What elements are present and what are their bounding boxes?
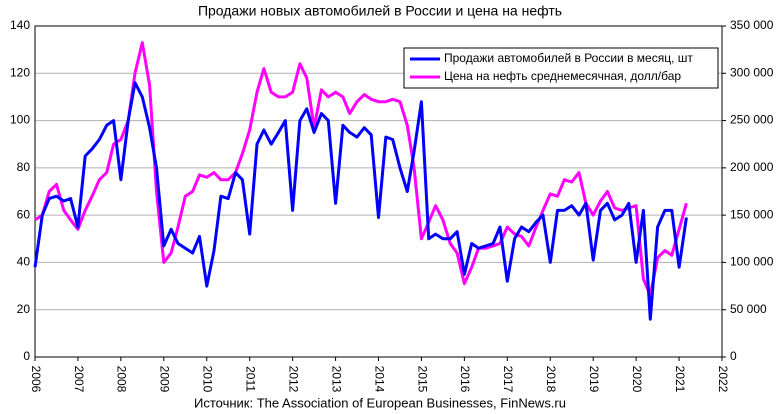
x-tick-label: 2008 [115, 366, 129, 393]
legend-label: Цена на нефть среднемесячная, долл/бар [444, 69, 681, 83]
y-tick-label: 80 [17, 160, 31, 174]
y2-tick-label: 50 000 [730, 302, 767, 316]
series-line [33, 81, 688, 321]
y2-tick-label: 300 000 [730, 65, 774, 79]
x-tick-label: 2014 [372, 366, 386, 393]
y2-tick-label: 350 000 [730, 18, 774, 32]
x-tick-label: 2012 [286, 366, 300, 393]
y-tick-label: 120 [10, 65, 30, 79]
series-line [34, 41, 688, 297]
legend-label: Продажи автомобилей в России в месяц, шт [444, 51, 693, 65]
chart-title: Продажи новых автомобилей в России и цен… [198, 3, 562, 19]
y-tick-label: 40 [17, 255, 31, 269]
x-tick-label: 2011 [244, 366, 258, 392]
x-tick-label: 2019 [587, 366, 601, 393]
y2-tick-label: 200 000 [730, 160, 774, 174]
x-tick-label: 2006 [29, 366, 43, 393]
x-tick-label: 2022 [716, 366, 730, 393]
y-tick-label: 20 [17, 302, 31, 316]
x-tick-label: 2010 [201, 366, 215, 393]
x-tick-label: 2016 [458, 366, 472, 393]
y2-tick-label: 150 000 [730, 207, 774, 221]
y-tick-label: 60 [17, 207, 31, 221]
y-tick-label: 0 [23, 349, 30, 363]
x-tick-label: 2021 [673, 366, 687, 393]
x-tick-label: 2015 [415, 366, 429, 393]
y2-tick-label: 100 000 [730, 255, 774, 269]
x-tick-label: 2018 [544, 366, 558, 393]
y2-tick-label: 0 [730, 349, 737, 363]
x-tick-label: 2013 [329, 366, 343, 393]
y-tick-label: 100 [10, 113, 30, 127]
legend-box [403, 47, 719, 89]
x-tick-label: 2009 [158, 366, 172, 393]
x-tick-label: 2007 [72, 366, 86, 393]
y2-tick-label: 250 000 [730, 113, 774, 127]
source: Источник: The Association of European Bu… [194, 395, 566, 410]
x-tick-label: 2017 [501, 366, 515, 393]
x-tick-label: 2020 [630, 366, 644, 393]
y-tick-label: 140 [10, 18, 30, 32]
